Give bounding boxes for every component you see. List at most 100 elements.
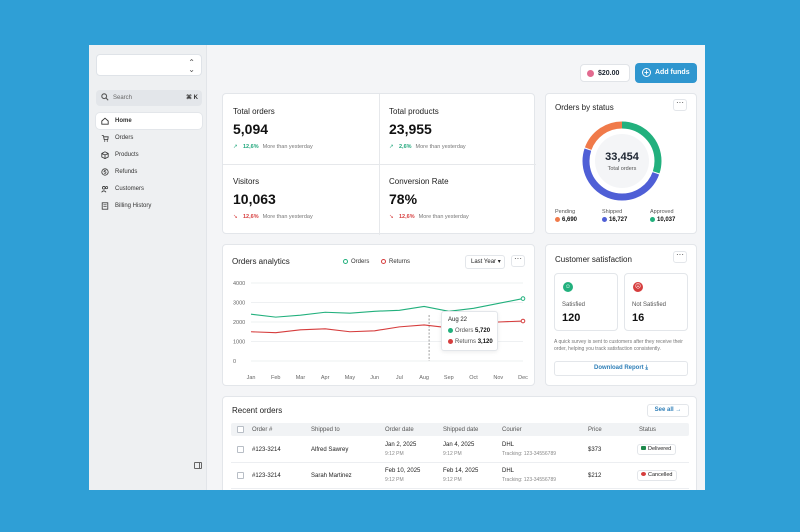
workspace-select[interactable]: ⌃ ⌄ bbox=[96, 54, 202, 76]
x-tick-label: Nov bbox=[493, 375, 503, 381]
trend-up-icon: ↗ bbox=[389, 144, 394, 150]
row-checkbox[interactable] bbox=[237, 446, 244, 453]
sidebar-item-orders[interactable]: Orders bbox=[96, 130, 202, 146]
download-label: Download Report bbox=[594, 365, 644, 371]
select-all-checkbox[interactable] bbox=[237, 426, 244, 433]
returns-dot-icon bbox=[448, 339, 453, 344]
status-badge: Cancelled bbox=[637, 470, 678, 481]
more-menu-button[interactable]: ··· bbox=[673, 99, 687, 111]
legend-label: Shipped bbox=[602, 209, 623, 215]
status-label: Delivered bbox=[648, 446, 672, 452]
date: Feb 10, 2025 bbox=[385, 468, 421, 474]
column-header[interactable]: Price bbox=[588, 427, 602, 433]
row-checkbox[interactable] bbox=[237, 472, 244, 479]
x-tick-label: Apr bbox=[321, 375, 330, 381]
search-icon bbox=[101, 93, 109, 101]
stat-value: 23,955 bbox=[389, 121, 432, 137]
card-title: Orders by status bbox=[555, 103, 614, 112]
column-header[interactable]: Shipped to bbox=[311, 427, 340, 433]
donut-total-label: Total orders bbox=[607, 166, 637, 172]
chevron-down-icon: ▾ bbox=[497, 259, 501, 265]
courier: DHL Tracking: 123-34556789 bbox=[502, 442, 556, 457]
time: 9:12 PM bbox=[385, 477, 404, 483]
add-funds-button[interactable]: + Add funds bbox=[635, 63, 697, 83]
stats-card: Total orders 5,094 ↗ 12,6% More than yeste… bbox=[222, 93, 536, 235]
stat-change-note: More than yesterday bbox=[418, 214, 469, 220]
sidebar-item-customers[interactable]: Customers bbox=[96, 181, 202, 197]
search-input[interactable]: Search ⌘ K bbox=[96, 90, 202, 106]
satisfied-box: ☺ Satisfied 120 bbox=[554, 273, 618, 331]
stat-title: Conversion Rate bbox=[389, 177, 449, 186]
legend-label: Orders bbox=[351, 259, 370, 265]
stat-total-orders: Total orders 5,094 ↗ 12,6% More than yeste… bbox=[223, 94, 379, 164]
balance-button[interactable]: $20.00 bbox=[580, 64, 630, 82]
see-all-button[interactable]: See all → bbox=[647, 404, 689, 417]
legend-returns[interactable]: Returns bbox=[381, 259, 410, 265]
chart-tooltip: Aug 22 Orders 5,720 Returns 3,120 bbox=[441, 311, 498, 351]
period-value: Last Year bbox=[471, 259, 497, 265]
approved-dot-icon bbox=[650, 217, 655, 222]
courier-name: DHL bbox=[502, 442, 515, 448]
chevron-updown-icon: ⌃ ⌄ bbox=[188, 58, 195, 74]
x-tick-label: Jan bbox=[247, 375, 256, 381]
pending-dot-icon bbox=[555, 217, 560, 222]
status-badge: Delivered bbox=[637, 444, 677, 455]
sidebar-nav: Home Orders Products Refunds Customers B… bbox=[96, 113, 202, 215]
legend-label: Pending bbox=[555, 209, 576, 215]
column-header[interactable]: Courier bbox=[502, 427, 522, 433]
survey-note: A quick survey is sent to customers afte… bbox=[554, 339, 683, 352]
sidebar-item-billing-history[interactable]: Billing History bbox=[96, 198, 202, 214]
coin-icon bbox=[587, 70, 594, 77]
x-tick-label: Sep bbox=[444, 375, 454, 381]
stat-change: ↗ 12,6% More than yesterday bbox=[233, 144, 313, 150]
more-menu-button[interactable]: ··· bbox=[511, 255, 525, 267]
column-header[interactable]: Shipped date bbox=[443, 427, 479, 433]
stat-visitors: Visitors 10,063 ↘ 12,6% More than yesterda… bbox=[223, 164, 379, 234]
order-number: #123-3214 bbox=[252, 447, 281, 453]
sidebar-item-products[interactable]: Products bbox=[96, 147, 202, 163]
recent-orders-card: Recent orders See all → Order # Shipped … bbox=[222, 396, 697, 490]
more-menu-button[interactable]: ··· bbox=[673, 251, 687, 263]
card-title: Recent orders bbox=[232, 406, 283, 415]
trend-up-icon: ↗ bbox=[233, 144, 238, 150]
column-header[interactable]: Order # bbox=[252, 427, 273, 433]
tooltip-date: Aug 22 bbox=[448, 317, 468, 323]
shipped-date: Jan 4, 2025 9:12 PM bbox=[443, 442, 474, 457]
stat-change-pct: 12,6% bbox=[399, 214, 415, 220]
x-tick-label: Mar bbox=[296, 375, 306, 381]
table-row[interactable]: #123-3214 Alfred Sawrey Jan 2, 2025 9:12 … bbox=[231, 437, 689, 463]
donut-total: 33,454 bbox=[605, 151, 639, 163]
shipped-to: Alfred Sawrey bbox=[311, 447, 349, 453]
sidebar-item-label: Customers bbox=[115, 186, 145, 192]
stat-title: Visitors bbox=[233, 177, 260, 186]
column-header[interactable]: Order date bbox=[385, 427, 414, 433]
x-tick-label: Aug bbox=[419, 375, 429, 381]
sidebar-toggle-icon[interactable] bbox=[194, 462, 202, 469]
time: 9:12 PM bbox=[385, 451, 404, 457]
trend-down-icon: ↘ bbox=[389, 214, 394, 220]
period-select[interactable]: Last Year ▾ bbox=[465, 255, 505, 269]
stat-value: 10,063 bbox=[233, 191, 276, 207]
stat-change-note: More than yesterday bbox=[262, 214, 313, 220]
table-row[interactable]: #123-3214 Sarah Martinez Feb 10, 2025 9:1… bbox=[231, 463, 689, 489]
series-line-orders bbox=[250, 298, 524, 318]
legend-value: 6,690 bbox=[562, 217, 578, 223]
sidebar-item-label: Home bbox=[115, 118, 132, 124]
plus-icon: + bbox=[642, 68, 651, 77]
truck-icon bbox=[641, 446, 646, 450]
add-funds-label: Add funds bbox=[655, 69, 690, 76]
column-header[interactable]: Status bbox=[639, 427, 657, 433]
stat-change-note: More than yesterday bbox=[262, 144, 313, 150]
y-tick-label: 3000 bbox=[233, 301, 245, 307]
tracking: Tracking: 123-34556789 bbox=[502, 477, 557, 483]
sidebar-item-refunds[interactable]: Refunds bbox=[96, 164, 202, 180]
smile-icon: ☺ bbox=[563, 282, 573, 292]
sidebar-item-home[interactable]: Home bbox=[96, 113, 202, 129]
legend-approved: Approved 10,037 bbox=[650, 209, 675, 223]
download-report-button[interactable]: Download Report ⤓ bbox=[554, 361, 688, 376]
legend-orders[interactable]: Orders bbox=[343, 259, 369, 265]
courier: DHL Tracking: 123-34556789 bbox=[502, 468, 556, 483]
y-tick-label: 0 bbox=[233, 359, 236, 365]
legend-shipped: Shipped 16,727 bbox=[602, 209, 627, 223]
y-tick-label: 1000 bbox=[233, 340, 245, 346]
